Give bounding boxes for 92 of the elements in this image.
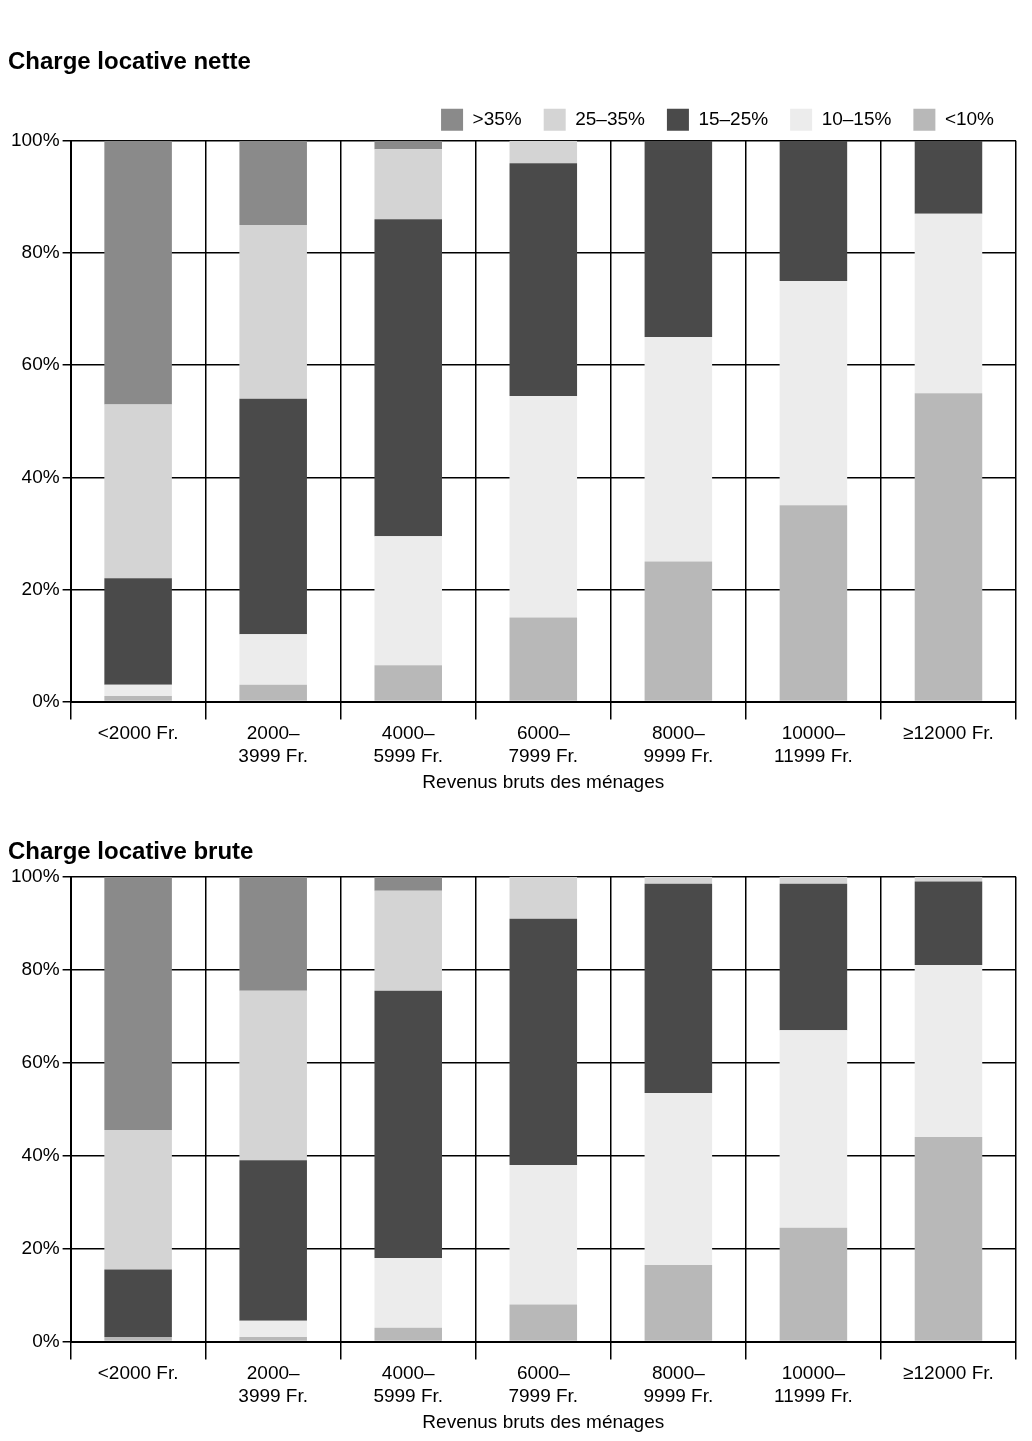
x-tick-label: 4000–5999 Fr.	[373, 1362, 444, 1407]
bar	[239, 634, 307, 685]
y-tick-label: 60%	[21, 1050, 60, 1072]
legend-label: >35%	[472, 108, 522, 130]
x-axis-title: Revenus bruts des ménages	[422, 770, 665, 792]
bar	[509, 918, 578, 1165]
bar	[644, 876, 713, 884]
y-tick-label: 20%	[21, 1236, 60, 1258]
bar	[644, 883, 713, 1093]
y-tick-label: 0%	[32, 689, 60, 711]
bar	[779, 505, 848, 701]
bar	[239, 224, 307, 399]
bar	[239, 684, 307, 701]
bar	[914, 965, 983, 1138]
x-tick-label: 6000–7999 Fr.	[508, 1362, 579, 1407]
bar	[104, 404, 172, 579]
x-tick-label: <2000 Fr.	[97, 722, 179, 744]
bar	[374, 219, 442, 537]
y-tick-label: 100%	[10, 129, 60, 151]
x-tick-label: 10000–11999 Fr.	[773, 1362, 853, 1407]
x-tick-label: <2000 Fr.	[97, 1362, 179, 1384]
x-tick-label: ≥12000 Fr.	[903, 1362, 994, 1384]
bar	[779, 281, 848, 506]
bar	[374, 876, 442, 891]
bar	[374, 140, 442, 150]
legend-label: 25–35%	[575, 108, 646, 130]
bar	[914, 140, 983, 214]
bar	[644, 337, 713, 562]
x-tick-label: 6000–7999 Fr.	[508, 722, 579, 767]
x-tick-label: 4000–5999 Fr.	[373, 722, 444, 767]
bar	[644, 1264, 713, 1341]
bar	[779, 1227, 848, 1341]
bar	[779, 883, 848, 1031]
bar	[914, 213, 983, 394]
bar	[104, 695, 172, 701]
chart-title: Charge locative nette	[8, 47, 251, 75]
y-tick-label: 80%	[21, 957, 60, 979]
x-tick-label: 8000–9999 Fr.	[643, 1362, 714, 1407]
legend-label: 10–15%	[821, 108, 892, 130]
bar	[104, 1269, 172, 1337]
bar	[374, 665, 442, 701]
bar	[374, 990, 442, 1258]
legend-label: <10%	[944, 108, 995, 130]
bar	[374, 536, 442, 666]
bar	[104, 1336, 172, 1341]
bar	[779, 876, 848, 884]
bar	[374, 890, 442, 991]
bar	[779, 140, 848, 281]
chart-title: Charge locative brute	[8, 837, 254, 865]
bar	[644, 1092, 713, 1265]
bar	[914, 881, 983, 966]
y-tick-label: 20%	[21, 577, 60, 599]
bar	[104, 1130, 172, 1270]
bar	[644, 140, 713, 338]
bar	[374, 1257, 442, 1328]
y-tick-label: 40%	[21, 1143, 60, 1165]
y-tick-label: 60%	[21, 353, 60, 375]
x-tick-label: 8000–9999 Fr.	[643, 722, 714, 767]
x-tick-label: 2000–3999 Fr.	[238, 722, 309, 767]
bar	[779, 1030, 848, 1228]
y-tick-label: 0%	[32, 1329, 60, 1351]
bar	[104, 684, 172, 696]
x-tick-label: 2000–3999 Fr.	[238, 1362, 309, 1407]
bar	[239, 1160, 307, 1321]
bar	[239, 140, 307, 225]
bar	[509, 140, 578, 164]
x-tick-label: ≥12000 Fr.	[903, 722, 994, 744]
bar	[509, 617, 578, 701]
bar	[104, 140, 172, 405]
bar	[914, 393, 983, 701]
bar	[509, 163, 578, 396]
bar	[239, 1320, 307, 1337]
bar	[104, 876, 172, 1131]
bar	[509, 395, 578, 618]
bar	[374, 149, 442, 220]
x-tick-label: 10000–11999 Fr.	[773, 722, 853, 767]
x-axis-title: Revenus bruts des ménages	[422, 1410, 665, 1432]
legend-label: 15–25%	[698, 108, 769, 130]
bar	[239, 876, 307, 991]
y-tick-label: 100%	[10, 865, 60, 887]
bar	[509, 876, 578, 919]
bar	[509, 1304, 578, 1341]
bar	[104, 578, 172, 685]
bar	[239, 1336, 307, 1341]
y-tick-label: 40%	[21, 465, 60, 487]
bar	[239, 398, 307, 635]
bar	[509, 1164, 578, 1305]
bar	[239, 990, 307, 1161]
bar	[644, 561, 713, 701]
y-tick-label: 80%	[21, 241, 60, 263]
bar	[914, 1137, 983, 1341]
bar	[374, 1327, 442, 1341]
